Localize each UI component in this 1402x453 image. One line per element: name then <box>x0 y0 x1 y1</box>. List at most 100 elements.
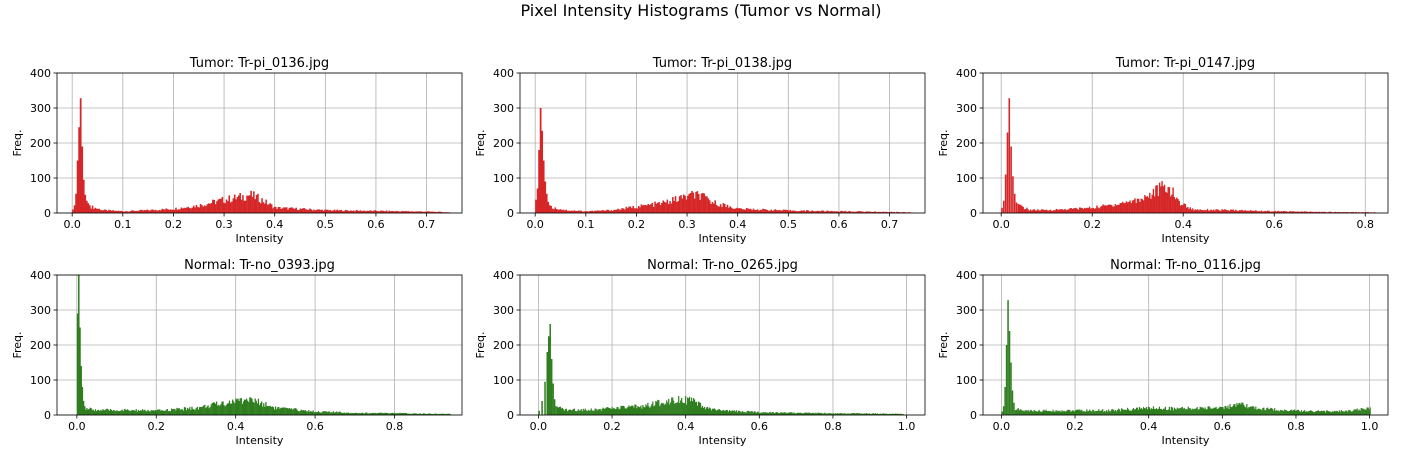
histogram-bar <box>1367 212 1370 213</box>
histogram-bar <box>793 210 796 213</box>
spike-bar <box>552 383 554 415</box>
histogram-bar <box>1109 204 1112 213</box>
histogram-bar <box>733 410 735 415</box>
histogram-bar <box>622 208 625 213</box>
histogram-bar <box>617 208 619 213</box>
histogram-bar <box>865 413 868 415</box>
histogram-bar <box>846 413 848 415</box>
histogram-bar <box>138 411 141 415</box>
histogram-bar <box>389 211 392 213</box>
histogram-bar <box>1340 212 1343 213</box>
histogram-bar <box>1217 209 1220 213</box>
histogram-bar <box>1084 411 1086 415</box>
spike-bar <box>82 179 85 213</box>
histogram-bar <box>396 211 399 213</box>
histogram-bar <box>575 411 577 415</box>
histogram-bar <box>589 410 591 415</box>
histogram-bar <box>1071 410 1073 415</box>
histogram-bar <box>430 413 432 415</box>
histogram-bar <box>1347 410 1349 415</box>
histogram-bar <box>241 403 243 415</box>
histogram-bar <box>1317 410 1320 415</box>
histogram-bar <box>1280 211 1282 213</box>
histogram-bar <box>887 212 890 213</box>
histogram-bar <box>179 209 181 213</box>
histogram-bar <box>1252 406 1254 415</box>
x-tick-label: 0.6 <box>306 420 324 433</box>
histogram-bar <box>1215 406 1217 415</box>
histogram-bar <box>231 201 233 213</box>
histogram-bar <box>135 210 138 213</box>
histogram-bar <box>738 410 740 415</box>
histogram-bar <box>639 207 641 213</box>
histogram-bar <box>1155 408 1158 415</box>
histogram-bar <box>371 211 374 213</box>
histogram-bar <box>339 411 341 415</box>
histogram-bar <box>254 398 256 415</box>
histogram-bar <box>1300 211 1302 213</box>
histogram-bar <box>585 410 587 415</box>
histogram-bar <box>378 211 381 213</box>
histogram-bar <box>848 210 850 213</box>
histogram-bar <box>1268 409 1270 415</box>
histogram-bar <box>134 211 136 213</box>
histogram-bar <box>781 412 783 415</box>
histogram-bar <box>1337 412 1339 415</box>
histogram-bar <box>163 410 165 415</box>
histogram-bar <box>224 406 226 415</box>
histogram-bar <box>228 400 231 415</box>
histogram-bar <box>752 412 754 415</box>
histogram-bar <box>1289 211 1291 213</box>
histogram-bar <box>659 406 661 415</box>
histogram-bar <box>849 413 851 415</box>
histogram-bar <box>433 211 436 213</box>
histogram-bar <box>402 210 404 213</box>
histogram-bar <box>117 411 119 415</box>
histogram-bar <box>443 413 445 415</box>
histogram-bar <box>595 210 598 213</box>
histogram-bar <box>814 413 816 415</box>
histogram-bar <box>1045 409 1047 415</box>
histogram-bar <box>1258 408 1260 415</box>
histogram-bar <box>708 407 711 415</box>
histogram-bar <box>218 198 221 213</box>
spike-bar <box>545 193 548 213</box>
histogram-bar <box>326 209 329 213</box>
histogram-bar <box>700 193 703 213</box>
histogram-bar <box>339 210 341 213</box>
histogram-bar <box>631 208 633 213</box>
histogram-bar <box>302 409 305 415</box>
histogram-bar <box>161 208 164 213</box>
histogram-bar <box>1357 212 1360 213</box>
histogram-bar <box>430 211 433 213</box>
histogram-bar <box>1022 410 1024 415</box>
histogram-bar <box>323 411 325 415</box>
histogram-bar <box>824 412 826 415</box>
panel-title: Tumor: Tr-pi_0147.jpg <box>1115 56 1255 71</box>
histogram-bar <box>1301 211 1303 213</box>
histogram-bar <box>1025 410 1027 415</box>
histogram-bar <box>645 404 647 415</box>
histogram-bar <box>115 411 117 415</box>
histogram-bar <box>294 208 296 213</box>
histogram-bar <box>127 409 129 415</box>
histogram-bar <box>1145 407 1148 415</box>
histogram-bar <box>1339 212 1341 213</box>
histogram-bar <box>207 203 210 213</box>
histogram-bar <box>882 413 885 415</box>
histogram-bar <box>621 208 624 213</box>
histogram-bar <box>1227 210 1230 213</box>
histogram-bar <box>1241 402 1243 415</box>
histogram-bar <box>1133 409 1136 415</box>
histogram-bar <box>1092 207 1094 213</box>
histogram-bar <box>289 408 292 415</box>
histogram-bar <box>1089 409 1091 415</box>
histogram-bar <box>726 410 729 415</box>
histogram-bar <box>401 412 403 415</box>
histogram-bar <box>1358 409 1360 415</box>
histogram-bar <box>689 193 692 213</box>
histogram-bar <box>1242 402 1244 415</box>
histogram-bar <box>778 210 781 213</box>
histogram-bar <box>792 413 794 415</box>
